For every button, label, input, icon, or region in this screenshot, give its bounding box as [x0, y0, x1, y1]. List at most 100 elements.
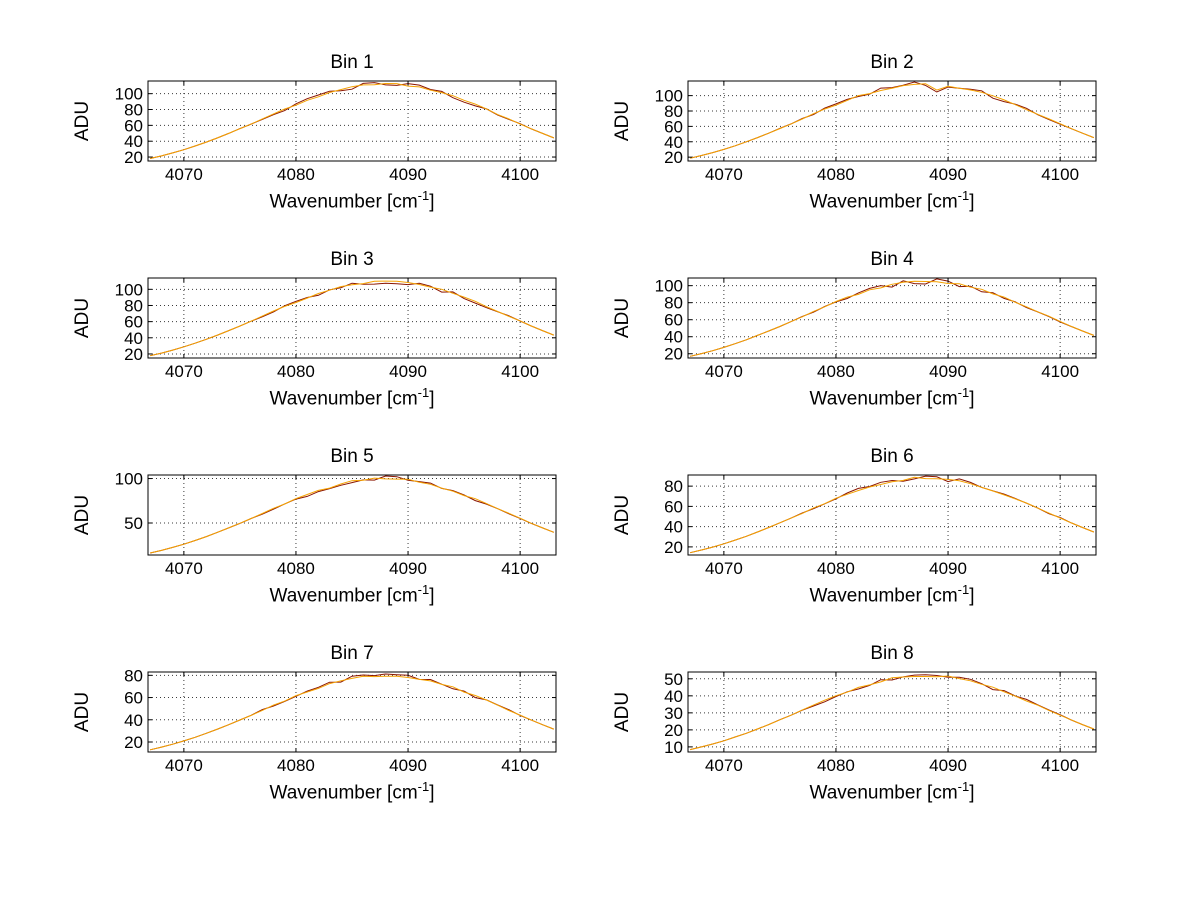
subplot-bin-4: Bin 4 ADU 4070 4080 4090 4100 20 40 60 80 100 Wa…: [610, 239, 1150, 436]
svg-text:4090: 4090: [929, 559, 967, 578]
svg-text:40: 40: [664, 518, 683, 537]
plot-title: Bin 1: [330, 52, 374, 73]
svg-text:4100: 4100: [501, 756, 539, 775]
x-axis-label-superscript: -1: [417, 385, 430, 400]
svg-text:4090: 4090: [929, 362, 967, 381]
x-axis-label-text: Wavenumber [cm: [809, 782, 958, 804]
y-axis-label: ADU: [610, 470, 636, 560]
svg-text:80: 80: [664, 477, 683, 496]
svg-text:100: 100: [655, 87, 683, 106]
svg-text:40: 40: [664, 328, 683, 347]
svg-text:20: 20: [664, 345, 683, 364]
svg-text:10: 10: [664, 738, 683, 757]
plot-title: Bin 4: [870, 249, 914, 270]
subplot-bin-8: Bin 8 ADU 4070 4080 4090 4100 10 20 30 40 50 Wav…: [610, 633, 1150, 830]
x-axis-label-text: Wavenumber [cm: [809, 191, 958, 213]
plot-title: Bin 2: [870, 52, 914, 73]
x-axis-label-close: ]: [969, 782, 975, 804]
svg-text:50: 50: [664, 670, 683, 689]
y-axis-label: ADU: [70, 273, 96, 363]
svg-text:100: 100: [655, 277, 683, 296]
plot-title: Bin 7: [330, 643, 374, 664]
svg-text:100: 100: [115, 470, 143, 489]
x-axis-label-close: ]: [969, 388, 975, 410]
plot-row: ADU 4070 4080 4090 4100 50 100: [70, 470, 610, 578]
svg-text:4080: 4080: [277, 165, 315, 184]
svg-text:4100: 4100: [1041, 165, 1079, 184]
x-axis-label: Wavenumber [cm-1]: [688, 188, 1096, 213]
subplot-bin-5: Bin 5 ADU 4070 4080 4090 4100 50 100 Wavenumb…: [70, 436, 610, 633]
plot-row: ADU 4070 4080 4090 4100 20 40 60 80: [70, 667, 610, 775]
subplot-bin-1: Bin 1 ADU 4070 4080 4090 4100 20 40 60 80 100 Wa…: [70, 42, 610, 239]
svg-text:60: 60: [124, 116, 143, 135]
x-axis-label-superscript: -1: [417, 582, 430, 597]
svg-text:60: 60: [664, 497, 683, 516]
plot-row: ADU 4070 4080 4090 4100 20 40 60 80 100: [70, 273, 610, 381]
subplot-bin-7: Bin 7 ADU 4070 4080 4090 4100 20 40 60 80 Waven…: [70, 633, 610, 830]
x-axis-label-close: ]: [969, 191, 975, 213]
svg-text:60: 60: [124, 313, 143, 332]
svg-text:4100: 4100: [1041, 559, 1079, 578]
y-axis-label-text: ADU: [612, 494, 633, 536]
x-axis-label: Wavenumber [cm-1]: [688, 582, 1096, 607]
plot-area-bin-7: 4070 4080 4090 4100 20 40 60 80: [124, 667, 557, 775]
svg-text:20: 20: [124, 148, 143, 167]
svg-text:80: 80: [124, 296, 143, 315]
svg-text:80: 80: [664, 102, 683, 121]
x-axis-label: Wavenumber [cm-1]: [148, 779, 556, 804]
svg-text:4080: 4080: [817, 756, 855, 775]
svg-text:4100: 4100: [1041, 362, 1079, 381]
svg-text:80: 80: [124, 667, 143, 685]
svg-text:20: 20: [124, 345, 143, 364]
y-axis-label: ADU: [610, 667, 636, 757]
x-axis-label-close: ]: [429, 782, 435, 804]
subplot-bin-6: Bin 6 ADU 4070 4080 4090 4100 20 40 60 80 Waven…: [610, 436, 1150, 633]
plot-title: Bin 5: [330, 446, 374, 467]
svg-text:4090: 4090: [389, 559, 427, 578]
svg-text:40: 40: [664, 687, 683, 706]
plot-area-bin-5: 4070 4080 4090 4100 50 100: [115, 470, 557, 578]
plot-row: ADU 4070 4080 4090 4100 10 20 30 40 50: [610, 667, 1150, 775]
svg-text:40: 40: [124, 329, 143, 348]
plot-title: Bin 6: [870, 446, 914, 467]
svg-text:4090: 4090: [389, 165, 427, 184]
subplot-grid: Bin 1 ADU 4070 4080 4090 4100 20 40 60 80 100 Wa…: [70, 42, 1150, 830]
svg-text:60: 60: [664, 117, 683, 136]
x-axis-label-superscript: -1: [957, 188, 970, 203]
svg-text:40: 40: [124, 711, 143, 730]
svg-text:50: 50: [124, 514, 143, 533]
svg-text:4070: 4070: [705, 756, 743, 775]
svg-text:4080: 4080: [817, 165, 855, 184]
plot-title: Bin 3: [330, 249, 374, 270]
x-axis-label-text: Wavenumber [cm: [269, 782, 418, 804]
x-axis-label-close: ]: [429, 191, 435, 213]
plot-row: ADU 4070 4080 4090 4100 20 40 60 80: [610, 470, 1150, 578]
svg-text:4070: 4070: [165, 362, 203, 381]
svg-text:4080: 4080: [277, 559, 315, 578]
y-axis-label-text: ADU: [612, 297, 633, 339]
x-axis-label-text: Wavenumber [cm: [269, 191, 418, 213]
svg-text:4090: 4090: [389, 756, 427, 775]
svg-text:4100: 4100: [501, 559, 539, 578]
svg-text:4090: 4090: [929, 165, 967, 184]
svg-text:4080: 4080: [277, 756, 315, 775]
x-axis-label-superscript: -1: [957, 385, 970, 400]
svg-text:4070: 4070: [705, 165, 743, 184]
x-axis-label-text: Wavenumber [cm: [269, 388, 418, 410]
y-axis-label: ADU: [70, 76, 96, 166]
y-axis-label: ADU: [610, 76, 636, 166]
svg-text:4100: 4100: [501, 362, 539, 381]
svg-text:4080: 4080: [277, 362, 315, 381]
plot-row: ADU 4070 4080 4090 4100 20 40 60 80 100: [70, 76, 610, 184]
x-axis-label-text: Wavenumber [cm: [809, 388, 958, 410]
svg-text:4100: 4100: [501, 165, 539, 184]
svg-text:40: 40: [124, 132, 143, 151]
svg-text:40: 40: [664, 133, 683, 152]
svg-text:60: 60: [664, 311, 683, 330]
y-axis-label: ADU: [70, 667, 96, 757]
svg-text:4100: 4100: [1041, 756, 1079, 775]
